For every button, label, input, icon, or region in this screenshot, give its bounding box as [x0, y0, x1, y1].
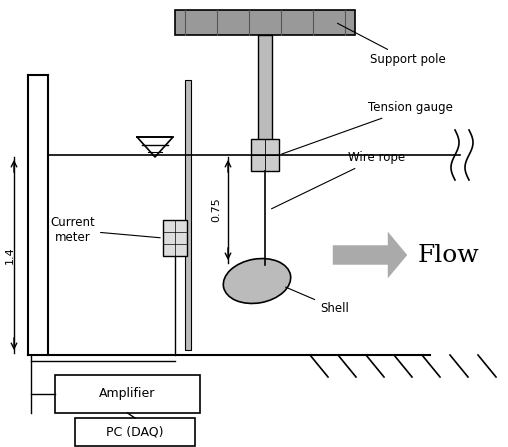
Text: Wire rope: Wire rope [271, 152, 405, 209]
Ellipse shape [224, 258, 291, 304]
Text: Amplifier: Amplifier [99, 388, 155, 401]
Text: 0.75: 0.75 [211, 198, 221, 222]
Text: Shell: Shell [285, 287, 349, 315]
Bar [258, 35, 272, 155]
Bar [185, 80, 191, 350]
Bar [75, 418, 195, 446]
Text: Current
meter: Current meter [50, 216, 160, 244]
Text: Flow: Flow [418, 244, 480, 266]
Text: Tension gauge: Tension gauge [281, 101, 453, 154]
Bar [251, 139, 279, 171]
Text: Support pole: Support pole [337, 23, 446, 67]
Bar [175, 10, 355, 35]
Bar [55, 375, 200, 413]
Bar [163, 220, 187, 256]
Text: PC (DAQ): PC (DAQ) [106, 426, 164, 439]
Text: 1.4: 1.4 [5, 246, 15, 264]
